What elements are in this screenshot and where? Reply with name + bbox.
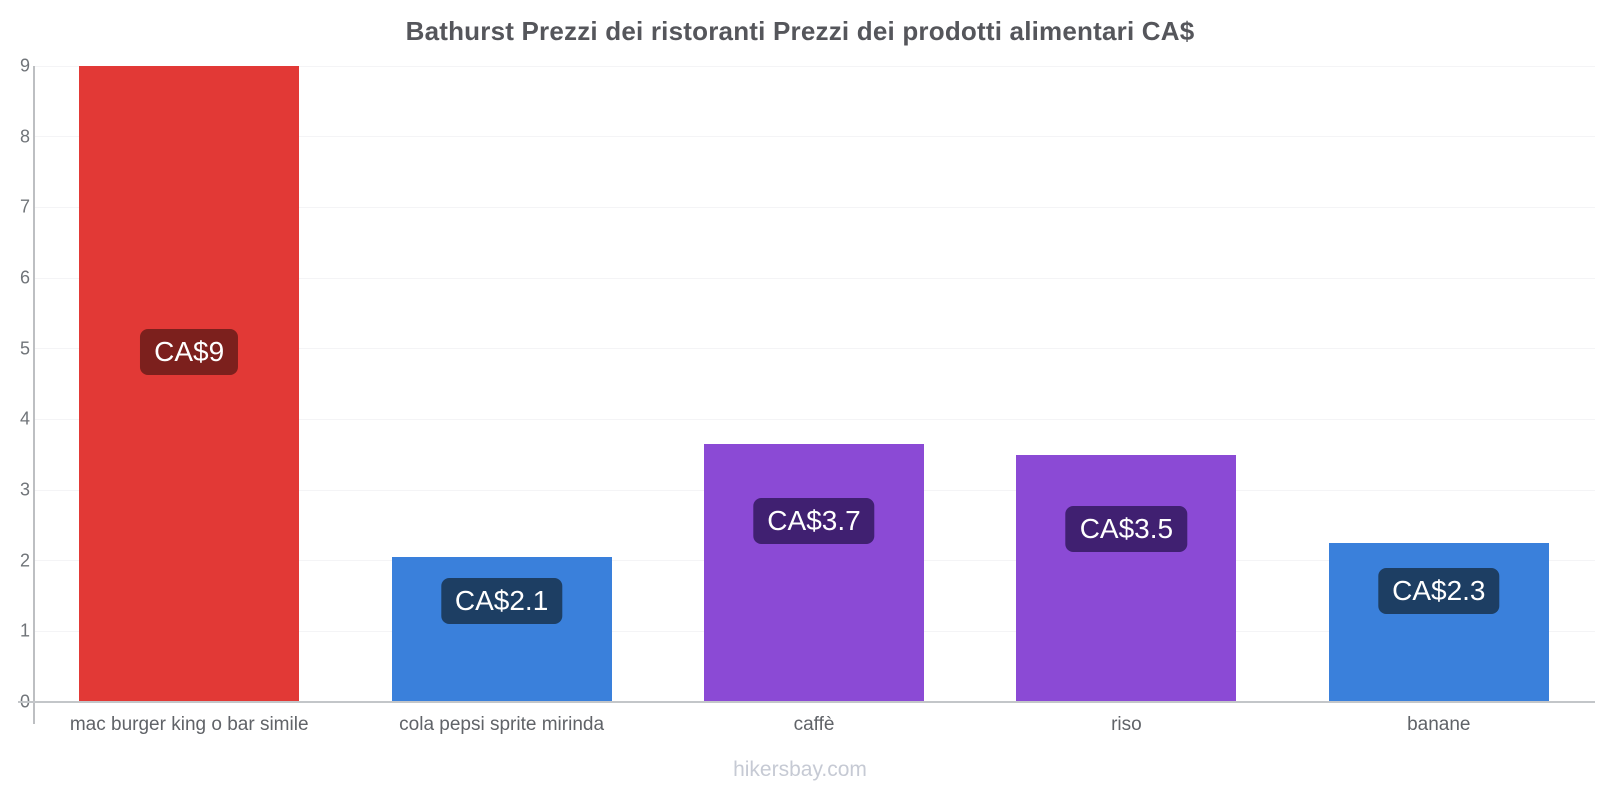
chart-title: Bathurst Prezzi dei ristoranti Prezzi de… [405, 16, 1195, 46]
y-gridline [33, 65, 1595, 67]
y-tick-label: 3 [19, 479, 30, 500]
x-category-label: mac burger king o bar simile [69, 714, 309, 735]
bar-4[interactable] [1016, 454, 1237, 702]
footer: hikersbay.com [0, 758, 1600, 782]
y-tick-label: 4 [19, 408, 30, 429]
y-gridline [33, 206, 1595, 208]
y-gridline [33, 277, 1595, 279]
bar-3[interactable] [704, 444, 924, 702]
y-tick-label: 7 [19, 196, 30, 217]
x-category-label: banane [1407, 714, 1471, 735]
bar-1[interactable] [79, 66, 300, 702]
y-tick-label: 1 [19, 620, 30, 641]
x-category-label: riso [1111, 714, 1142, 735]
y-tick-label: 6 [19, 267, 30, 288]
y-tick-label: 9 [19, 55, 30, 76]
footer-link[interactable]: hikersbay.com [733, 758, 867, 781]
x-category-label: cola pepsi sprite mirinda [399, 714, 605, 735]
bar-value-badge: CA$3.7 [753, 498, 875, 545]
y-tick-label: 8 [19, 126, 30, 147]
x-axis-line [18, 701, 1595, 703]
bar-value-badge: CA$9 [140, 329, 239, 376]
y-gridline [33, 418, 1595, 420]
y-gridline [33, 136, 1595, 138]
y-axis-line [33, 66, 35, 724]
y-tick-label: 5 [19, 338, 30, 359]
y-tick-label: 2 [19, 550, 30, 571]
y-gridline [33, 348, 1595, 350]
x-category-label: caffè [793, 714, 835, 735]
bar-value-badge: CA$2.1 [440, 577, 563, 624]
bar-value-badge: CA$2.3 [1378, 567, 1500, 614]
bar-value-badge: CA$3.5 [1065, 505, 1188, 552]
